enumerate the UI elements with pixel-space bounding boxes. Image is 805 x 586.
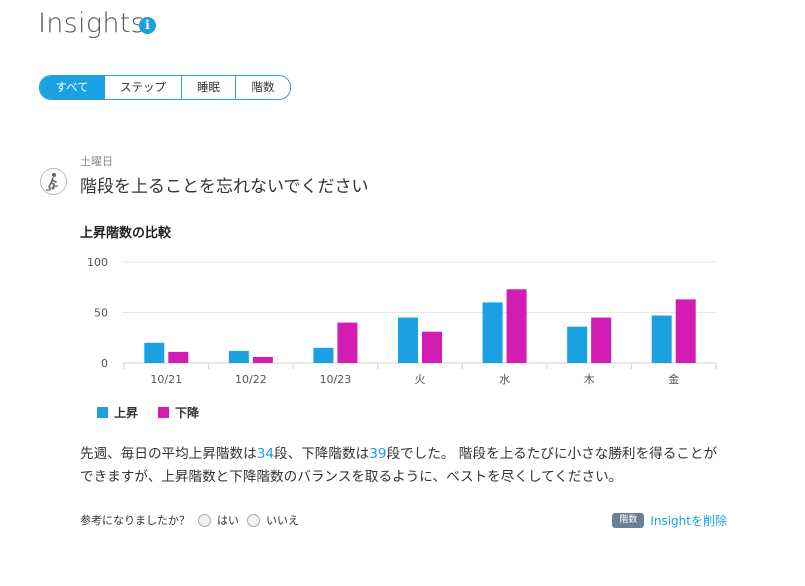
- legend-up-label: 上昇: [114, 406, 139, 420]
- insight-day: 土曜日: [80, 155, 113, 168]
- filter-tabs: すべて ステップ 睡眠 階数: [39, 75, 291, 100]
- bar-up: [651, 315, 672, 363]
- x-tick-label: 水: [499, 373, 510, 386]
- y-tick-label: 0: [101, 357, 108, 370]
- desc-part-3: 段でした。 階段を上るたびに小さな勝利を得ることができますが、上昇階数と下降階数…: [80, 446, 718, 485]
- up-average: 34: [256, 446, 275, 462]
- tab-all[interactable]: すべて: [40, 76, 104, 99]
- bar-down: [591, 317, 612, 363]
- bar-up: [398, 317, 418, 363]
- x-tick-label: 10/21: [150, 373, 182, 386]
- y-tick-label: 100: [87, 256, 108, 269]
- insight-description: 先週、毎日の平均上昇階数は34段、下降階数は39段でした。 階段を上るたびに小さ…: [80, 443, 730, 489]
- feedback-no-radio[interactable]: [247, 513, 260, 527]
- bar-up: [313, 347, 334, 363]
- desc-part-2: 段、下降階数は: [274, 446, 370, 462]
- feedback-row: 参考になりましたか？ はい いいえ: [80, 512, 299, 528]
- feedback-yes-label[interactable]: はい: [217, 514, 239, 527]
- feedback-yes-radio[interactable]: [198, 513, 211, 527]
- floors-comparison-chart: 0 50 100 10/21 10/22 10/23 火 水 木 金: [87, 256, 717, 386]
- legend-down-label: 下降: [175, 406, 200, 420]
- tab-sleep[interactable]: 睡眠: [181, 76, 235, 99]
- legend-up: 上昇: [97, 404, 138, 421]
- x-tick-label: 木: [584, 373, 595, 386]
- chart-legend: 上昇 下降: [97, 404, 219, 421]
- tab-steps[interactable]: ステップ: [104, 76, 181, 99]
- bar-up: [144, 342, 165, 363]
- insight-actions: 階数 Insightを削除: [612, 512, 727, 529]
- x-tick-label: 火: [415, 373, 426, 386]
- down-average: 39: [369, 446, 387, 462]
- feedback-question: 参考になりましたか？: [80, 514, 190, 527]
- bar-up: [482, 302, 503, 363]
- info-icon[interactable]: i: [139, 17, 156, 34]
- bar-down: [506, 289, 527, 363]
- tab-floors[interactable]: 階数: [235, 76, 290, 99]
- y-tick-label: 50: [94, 307, 108, 320]
- bar-down: [168, 351, 189, 363]
- feedback-no-label[interactable]: いいえ: [266, 514, 299, 527]
- bar-up: [228, 350, 249, 363]
- x-tick-label: 10/22: [235, 373, 267, 386]
- remove-insight-link[interactable]: Insightを削除: [650, 514, 727, 528]
- legend-down-swatch: [158, 407, 170, 418]
- category-badge: 階数: [612, 513, 645, 528]
- bar-down: [422, 331, 442, 363]
- chart-title: 上昇階数の比較: [80, 226, 172, 241]
- insight-headline: 階段を上ることを忘れないでください: [80, 177, 369, 197]
- legend-down: 下降: [158, 404, 199, 421]
- bar-up: [567, 326, 588, 363]
- stairs-walker-icon: [40, 168, 67, 195]
- bar-down: [337, 322, 358, 363]
- bar-down: [675, 299, 696, 363]
- x-tick-label: 10/23: [320, 373, 352, 386]
- x-tick-label: 金: [668, 372, 679, 386]
- page-title: Insights: [38, 8, 146, 39]
- legend-up-swatch: [97, 407, 108, 418]
- bar-down: [252, 356, 273, 363]
- desc-part-1: 先週、毎日の平均上昇階数は: [80, 446, 257, 462]
